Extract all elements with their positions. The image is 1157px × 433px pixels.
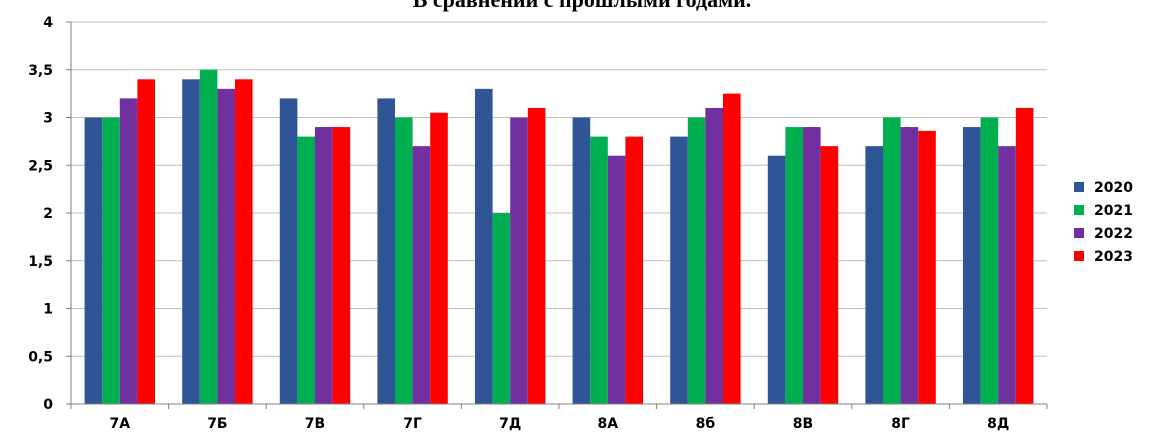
- bar: [998, 146, 1016, 404]
- legend-label: 2020: [1094, 180, 1133, 196]
- bar: [767, 155, 786, 404]
- x-tick-label: 8б: [696, 416, 716, 432]
- legend-swatch: [1074, 228, 1084, 238]
- x-tick-label: 8Г: [891, 416, 910, 432]
- bar: [625, 136, 643, 404]
- x-tick-label: 7Г: [403, 416, 422, 432]
- bar: [963, 127, 981, 405]
- bar: [279, 98, 298, 405]
- bar: [883, 117, 901, 404]
- bar: [590, 136, 608, 404]
- legend-label: 2023: [1094, 249, 1133, 265]
- bars: [84, 69, 1034, 405]
- legend-swatch: [1074, 182, 1084, 192]
- y-tick-label: 1: [43, 302, 53, 318]
- bar: [377, 98, 395, 405]
- x-axis: 7А 7Б 7В 7Г 7Д 8А 8б 8В 8Г 8Д: [70, 22, 1048, 432]
- bar: [297, 136, 315, 404]
- x-tick-label: 7Б: [207, 416, 227, 432]
- bar: [785, 127, 803, 405]
- bar: [84, 117, 103, 404]
- bar: [723, 93, 741, 404]
- bar: [412, 146, 431, 404]
- bar: [572, 117, 591, 404]
- bar: [705, 107, 723, 404]
- bar: [803, 127, 821, 405]
- legend-label: 2021: [1094, 203, 1133, 219]
- y-tick-label: 3: [43, 111, 53, 127]
- bar: [395, 117, 413, 404]
- bar: [315, 127, 333, 405]
- y-tick-label: 4: [43, 15, 53, 31]
- bar: [900, 127, 919, 405]
- bar: [492, 213, 511, 404]
- legend-swatch: [1074, 251, 1084, 261]
- y-tick-label: 0,5: [28, 349, 53, 365]
- bar: [670, 136, 688, 404]
- bar: [199, 69, 218, 404]
- bar: [475, 88, 493, 404]
- y-tick-label: 2,5: [28, 158, 53, 174]
- x-tick-label: 7А: [110, 416, 131, 432]
- chart-title: В сравнении с прошлыми годами.: [413, 0, 752, 12]
- x-tick-label: 7Д: [499, 416, 521, 432]
- x-tick-label: 8А: [598, 416, 619, 432]
- legend-label: 2022: [1094, 226, 1133, 242]
- x-tick-label: 8В: [793, 416, 813, 432]
- bar: [235, 79, 253, 405]
- bar: [430, 112, 448, 404]
- bar: [820, 146, 839, 404]
- legend-swatch: [1074, 205, 1084, 215]
- bar: [865, 146, 883, 404]
- bar: [918, 130, 936, 404]
- y-tick-label: 1,5: [28, 254, 53, 270]
- x-tick-label: 7В: [305, 416, 325, 432]
- bar: [119, 98, 138, 405]
- y-axis-ticks: 0 0,5 1 1,5 2 2,5 3 3,5 4: [28, 15, 71, 413]
- bar: [332, 127, 351, 405]
- bar: [137, 79, 155, 405]
- bar: [980, 117, 999, 404]
- y-tick-label: 3,5: [28, 63, 53, 79]
- bar: [510, 117, 528, 404]
- bar: [687, 117, 706, 404]
- y-tick-label: 0: [43, 397, 53, 413]
- bar: [527, 107, 546, 404]
- legend: 2020 2021 2022 2023: [1074, 180, 1133, 265]
- bar: [607, 155, 626, 404]
- y-tick-label: 2: [43, 206, 53, 222]
- bar: [217, 88, 235, 404]
- bar: [1015, 107, 1034, 404]
- bar: [102, 117, 120, 404]
- bar: [182, 79, 200, 405]
- x-tick-label: 8Д: [987, 416, 1009, 432]
